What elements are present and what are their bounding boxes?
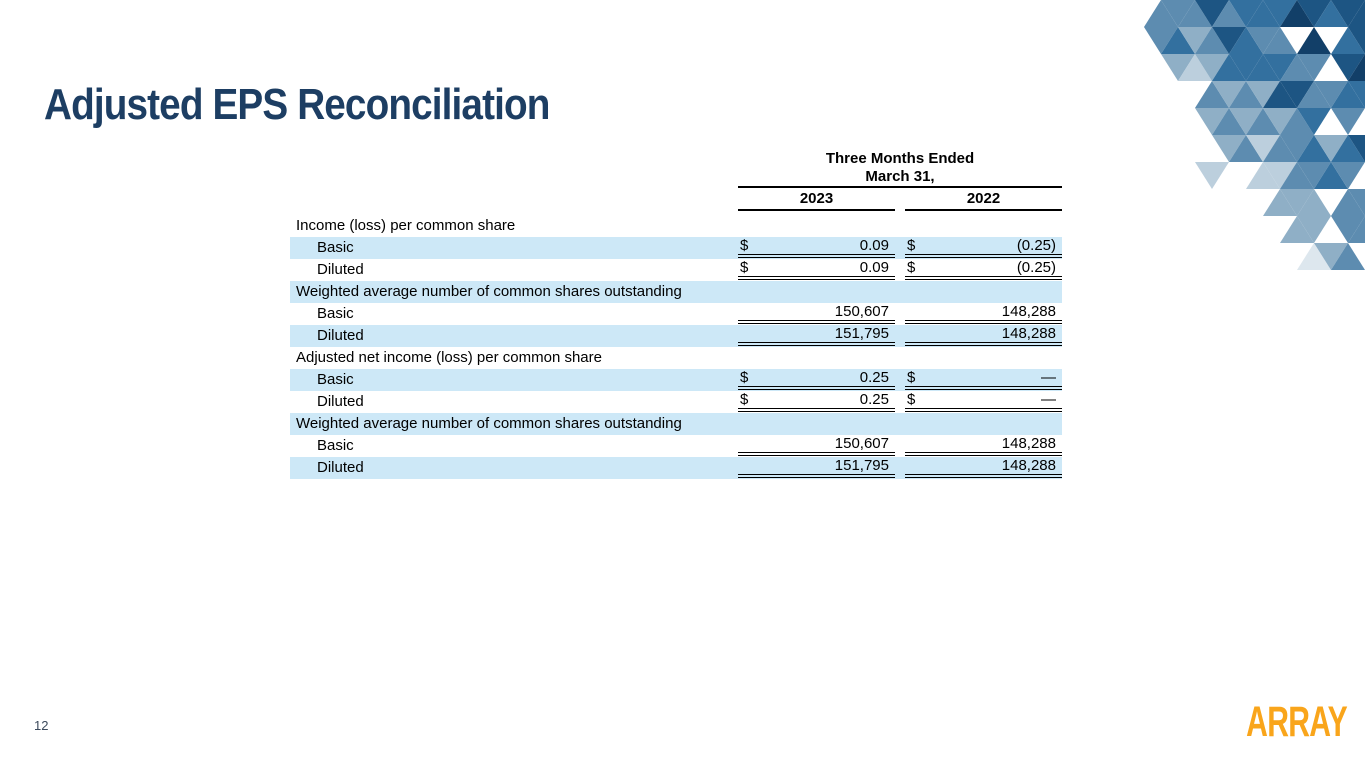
amount-value: 0.25 (859, 369, 889, 386)
value-cell-2022 (905, 215, 1062, 236)
row-label: Diluted (317, 459, 364, 476)
triangle-mosaic-decoration (1144, 0, 1365, 270)
value-cell-2022: $ (0.25) (905, 259, 1062, 280)
table-row: Basic $0.09 $ (0.25) (290, 237, 1062, 259)
table-row: Weighted average number of common shares… (290, 281, 1062, 303)
table-body: Income (loss) per common share Basic $0.09… (290, 215, 1062, 479)
table-row: Diluted $0.25 $ — (290, 391, 1062, 413)
row-label: Basic (317, 239, 354, 256)
value-cell-2023: 150,607 (738, 303, 895, 324)
table-period-header: Three Months Ended March 31, (738, 150, 1062, 188)
amount-value: 151,795 (834, 325, 889, 342)
value-cell-2023: 150,607 (738, 435, 895, 456)
value-cell-2023: $0.25 (738, 391, 895, 412)
row-label: Weighted average number of common shares… (296, 415, 682, 432)
amount-value: 148,288 (1001, 303, 1056, 320)
value-cell-2022: 148,288 (905, 303, 1062, 324)
table-row: Diluted 151,795 148,288 (290, 325, 1062, 347)
currency-symbol: $ (907, 391, 916, 408)
array-logo: ARRAY (1246, 698, 1347, 746)
currency-symbol: $ (740, 259, 749, 276)
currency-symbol: $ (740, 369, 749, 386)
column-header-2023: 2023 (738, 190, 895, 211)
amount-value: 150,607 (834, 303, 889, 320)
period-line-1: Three Months Ended (825, 150, 975, 167)
row-label: Adjusted net income (loss) per common sh… (296, 349, 602, 366)
table-row: Diluted 151,795 148,288 (290, 457, 1062, 479)
table-row: Weighted average number of common shares… (290, 413, 1062, 435)
amount-value: 0.25 (859, 391, 889, 408)
amount-value: (0.25) (1016, 259, 1056, 276)
amount-value: 150,607 (834, 435, 889, 452)
currency-symbol: $ (907, 259, 916, 276)
column-headers: 2023 2022 (738, 190, 1062, 211)
period-line-2: March 31, (738, 168, 1062, 188)
table-row: Income (loss) per common share (290, 215, 1062, 237)
value-cell-2023 (738, 347, 895, 368)
amount-value: 148,288 (1001, 435, 1056, 452)
column-gap (895, 391, 905, 413)
column-gap (895, 237, 905, 259)
value-cell-2023 (738, 413, 895, 434)
value-cell-2023: $0.09 (738, 237, 895, 258)
value-cell-2023: 151,795 (738, 325, 895, 346)
column-gap (895, 325, 905, 347)
value-cell-2023: $0.25 (738, 369, 895, 390)
financial-table: Three Months Ended March 31, 2023 2022 I… (290, 150, 1062, 479)
currency-symbol: $ (907, 237, 916, 254)
value-cell-2023: $0.09 (738, 259, 895, 280)
row-label: Income (loss) per common share (296, 217, 516, 234)
value-cell-2022: $ (0.25) (905, 237, 1062, 258)
currency-symbol: $ (740, 237, 749, 254)
value-cell-2022: $ — (905, 369, 1062, 390)
row-label: Diluted (317, 261, 364, 278)
column-gap (895, 281, 905, 303)
value-cell-2022: $ — (905, 391, 1062, 412)
currency-symbol: $ (740, 391, 749, 408)
column-gap (895, 457, 905, 479)
value-cell-2023 (738, 215, 895, 236)
amount-value: (0.25) (1016, 237, 1056, 254)
value-cell-2023 (738, 281, 895, 302)
value-cell-2022 (905, 281, 1062, 302)
amount-value: — (1041, 391, 1056, 408)
amount-value: 148,288 (1001, 325, 1056, 342)
page-number: 12 (34, 718, 49, 733)
value-cell-2022: 148,288 (905, 435, 1062, 456)
column-gap (895, 215, 905, 237)
amount-value: — (1041, 369, 1056, 386)
column-gap (895, 303, 905, 325)
table-row: Basic $0.25 $ — (290, 369, 1062, 391)
value-cell-2022: 148,288 (905, 325, 1062, 346)
column-gap (895, 347, 905, 369)
amount-value: 0.09 (859, 259, 889, 276)
table-row: Basic 150,607 148,288 (290, 303, 1062, 325)
column-gap (895, 259, 905, 281)
value-cell-2022: 148,288 (905, 457, 1062, 478)
row-label: Basic (317, 305, 354, 322)
column-gap (895, 369, 905, 391)
row-label: Diluted (317, 327, 364, 344)
currency-symbol: $ (907, 369, 916, 386)
value-cell-2022 (905, 413, 1062, 434)
row-label: Basic (317, 371, 354, 388)
table-row: Adjusted net income (loss) per common sh… (290, 347, 1062, 369)
row-label: Weighted average number of common shares… (296, 283, 682, 300)
amount-value: 0.09 (859, 237, 889, 254)
row-label: Basic (317, 437, 354, 454)
page-title: Adjusted EPS Reconciliation (44, 80, 550, 129)
value-cell-2022 (905, 347, 1062, 368)
table-row: Basic 150,607 148,288 (290, 435, 1062, 457)
amount-value: 151,795 (834, 457, 889, 474)
column-gap (895, 435, 905, 457)
column-gap (895, 413, 905, 435)
amount-value: 148,288 (1001, 457, 1056, 474)
value-cell-2023: 151,795 (738, 457, 895, 478)
row-label: Diluted (317, 393, 364, 410)
column-header-2022: 2022 (905, 190, 1062, 211)
table-row: Diluted $0.09 $ (0.25) (290, 259, 1062, 281)
